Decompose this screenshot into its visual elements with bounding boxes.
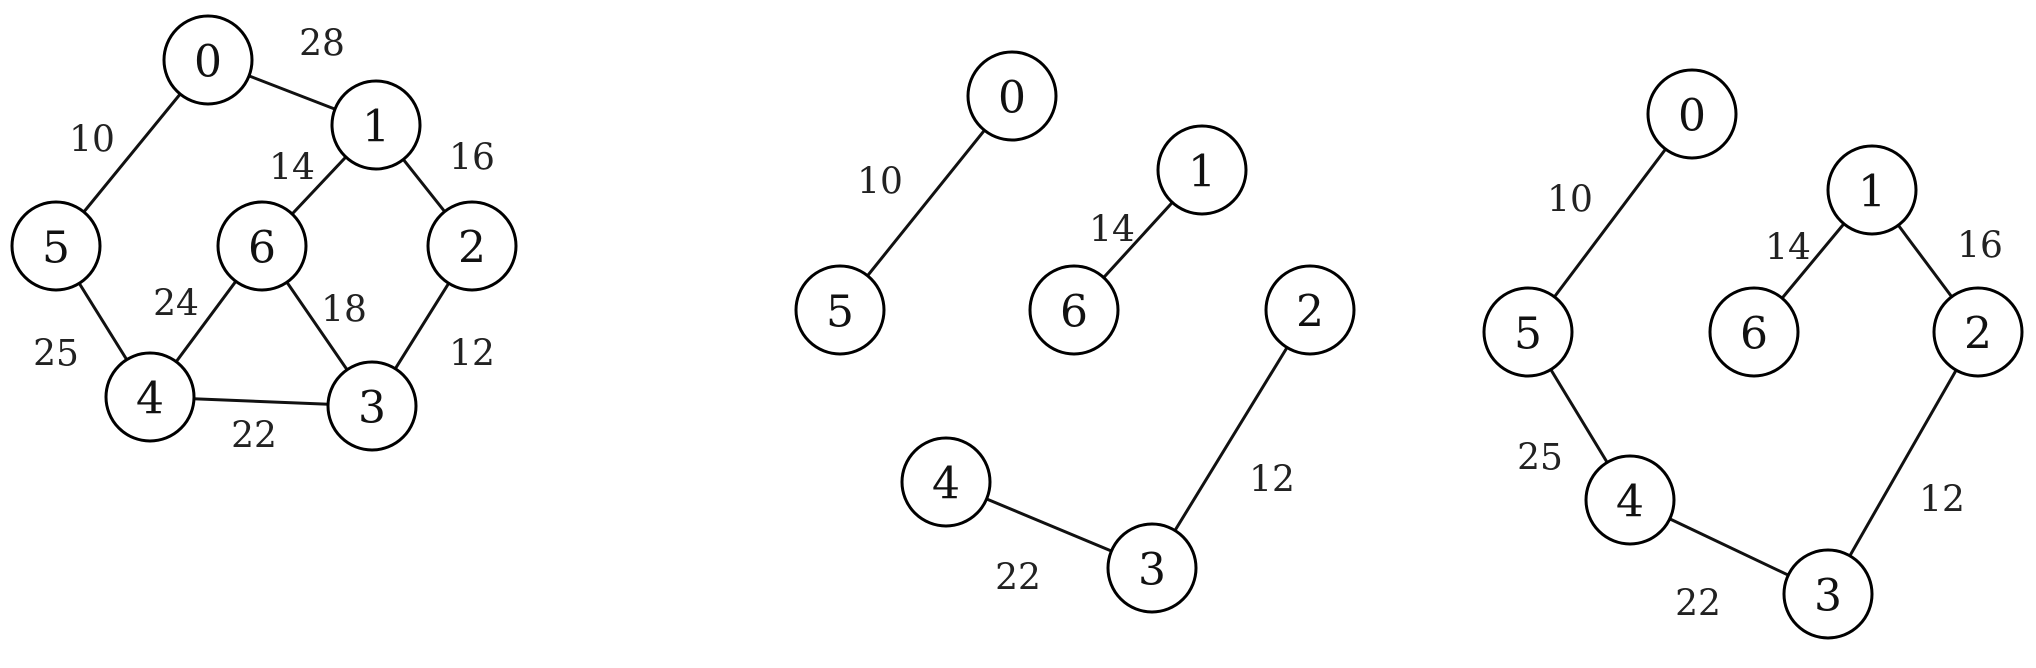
node-circle [1482,286,1574,378]
edge-weight-label: 22 [231,416,277,457]
node-circle [794,264,886,356]
node-label: 5 [826,287,854,338]
node-1: 1 [1826,144,1918,236]
node-label: 1 [1858,167,1886,218]
node-4: 4 [900,436,992,528]
node-circle [1156,124,1248,216]
node-label: 4 [136,374,164,425]
edge-weight-label: 28 [299,24,345,65]
edge-2-3 [1150,309,1312,569]
node-label: 4 [1616,477,1644,528]
edge-weight-label: 14 [1089,210,1135,251]
node-label: 3 [1814,571,1842,622]
node-1: 1 [330,79,422,171]
node-circle [10,200,102,292]
node-0: 0 [1646,68,1738,160]
node-label: 5 [42,223,70,274]
node-label: 5 [1514,309,1542,360]
edge-2-3 [1826,331,1980,595]
node-circle [1028,264,1120,356]
node-circle [162,14,254,106]
edge-weight-label: 10 [857,162,903,203]
edge-weight-label: 22 [1675,584,1721,625]
node-5: 5 [10,200,102,292]
node-label: 0 [1678,91,1706,142]
edge-weight-label: 25 [33,334,79,375]
edge-weight-label: 24 [153,284,199,325]
node-label: 2 [458,223,486,274]
edge-weight-label: 12 [449,334,495,375]
node-0: 0 [966,50,1058,142]
node-2: 2 [1264,264,1356,356]
edge-weight-label: 14 [1765,228,1811,269]
node-circle [1826,144,1918,236]
edge-weight-label: 25 [1517,438,1563,479]
node-label: 6 [1060,287,1088,338]
node-circle [1264,264,1356,356]
node-label: 4 [932,459,960,510]
node-label: 0 [998,73,1026,124]
edge-weight-label: 10 [69,120,115,161]
node-circle [1708,286,1800,378]
edge-weight-label: 12 [1249,460,1295,501]
node-circle [426,200,518,292]
node-6: 6 [1708,286,1800,378]
node-circle [966,50,1058,142]
node-label: 2 [1296,287,1324,338]
edge-weight-label: 16 [1957,226,2003,267]
node-0: 0 [162,14,254,106]
node-label: 1 [1188,147,1216,198]
node-6: 6 [1028,264,1120,356]
node-4: 4 [1584,454,1676,546]
node-2: 2 [426,200,518,292]
node-label: 2 [1964,309,1992,360]
edge-weight-label: 14 [269,148,315,189]
edge-weight-label: 10 [1547,180,1593,221]
node-circle [1106,522,1198,614]
node-circle [1932,286,2024,378]
edge-weight-label: 12 [1919,480,1965,521]
edge-weight-label: 16 [449,138,495,179]
node-label: 6 [1740,309,1768,360]
node-circle [1584,454,1676,546]
node-6: 6 [216,200,308,292]
node-circle [330,79,422,171]
node-circle [104,351,196,443]
node-1: 1 [1156,124,1248,216]
node-circle [326,360,418,452]
node-3: 3 [1106,522,1198,614]
edge-weight-label: 22 [995,558,1041,599]
node-circle [216,200,308,292]
node-label: 6 [248,223,276,274]
node-5: 5 [794,264,886,356]
edge-weight-label: 18 [321,290,367,331]
node-label: 3 [1138,545,1166,596]
node-3: 3 [1782,548,1874,640]
node-label: 1 [362,102,390,153]
node-circle [1782,548,1874,640]
node-label: 3 [358,383,386,434]
node-2: 2 [1932,286,2024,378]
node-label: 0 [194,37,222,88]
node-circle [900,436,992,528]
node-circle [1646,68,1738,160]
edge-0-5 [838,95,1014,311]
node-4: 4 [104,351,196,443]
node-3: 3 [326,360,418,452]
node-5: 5 [1482,286,1574,378]
